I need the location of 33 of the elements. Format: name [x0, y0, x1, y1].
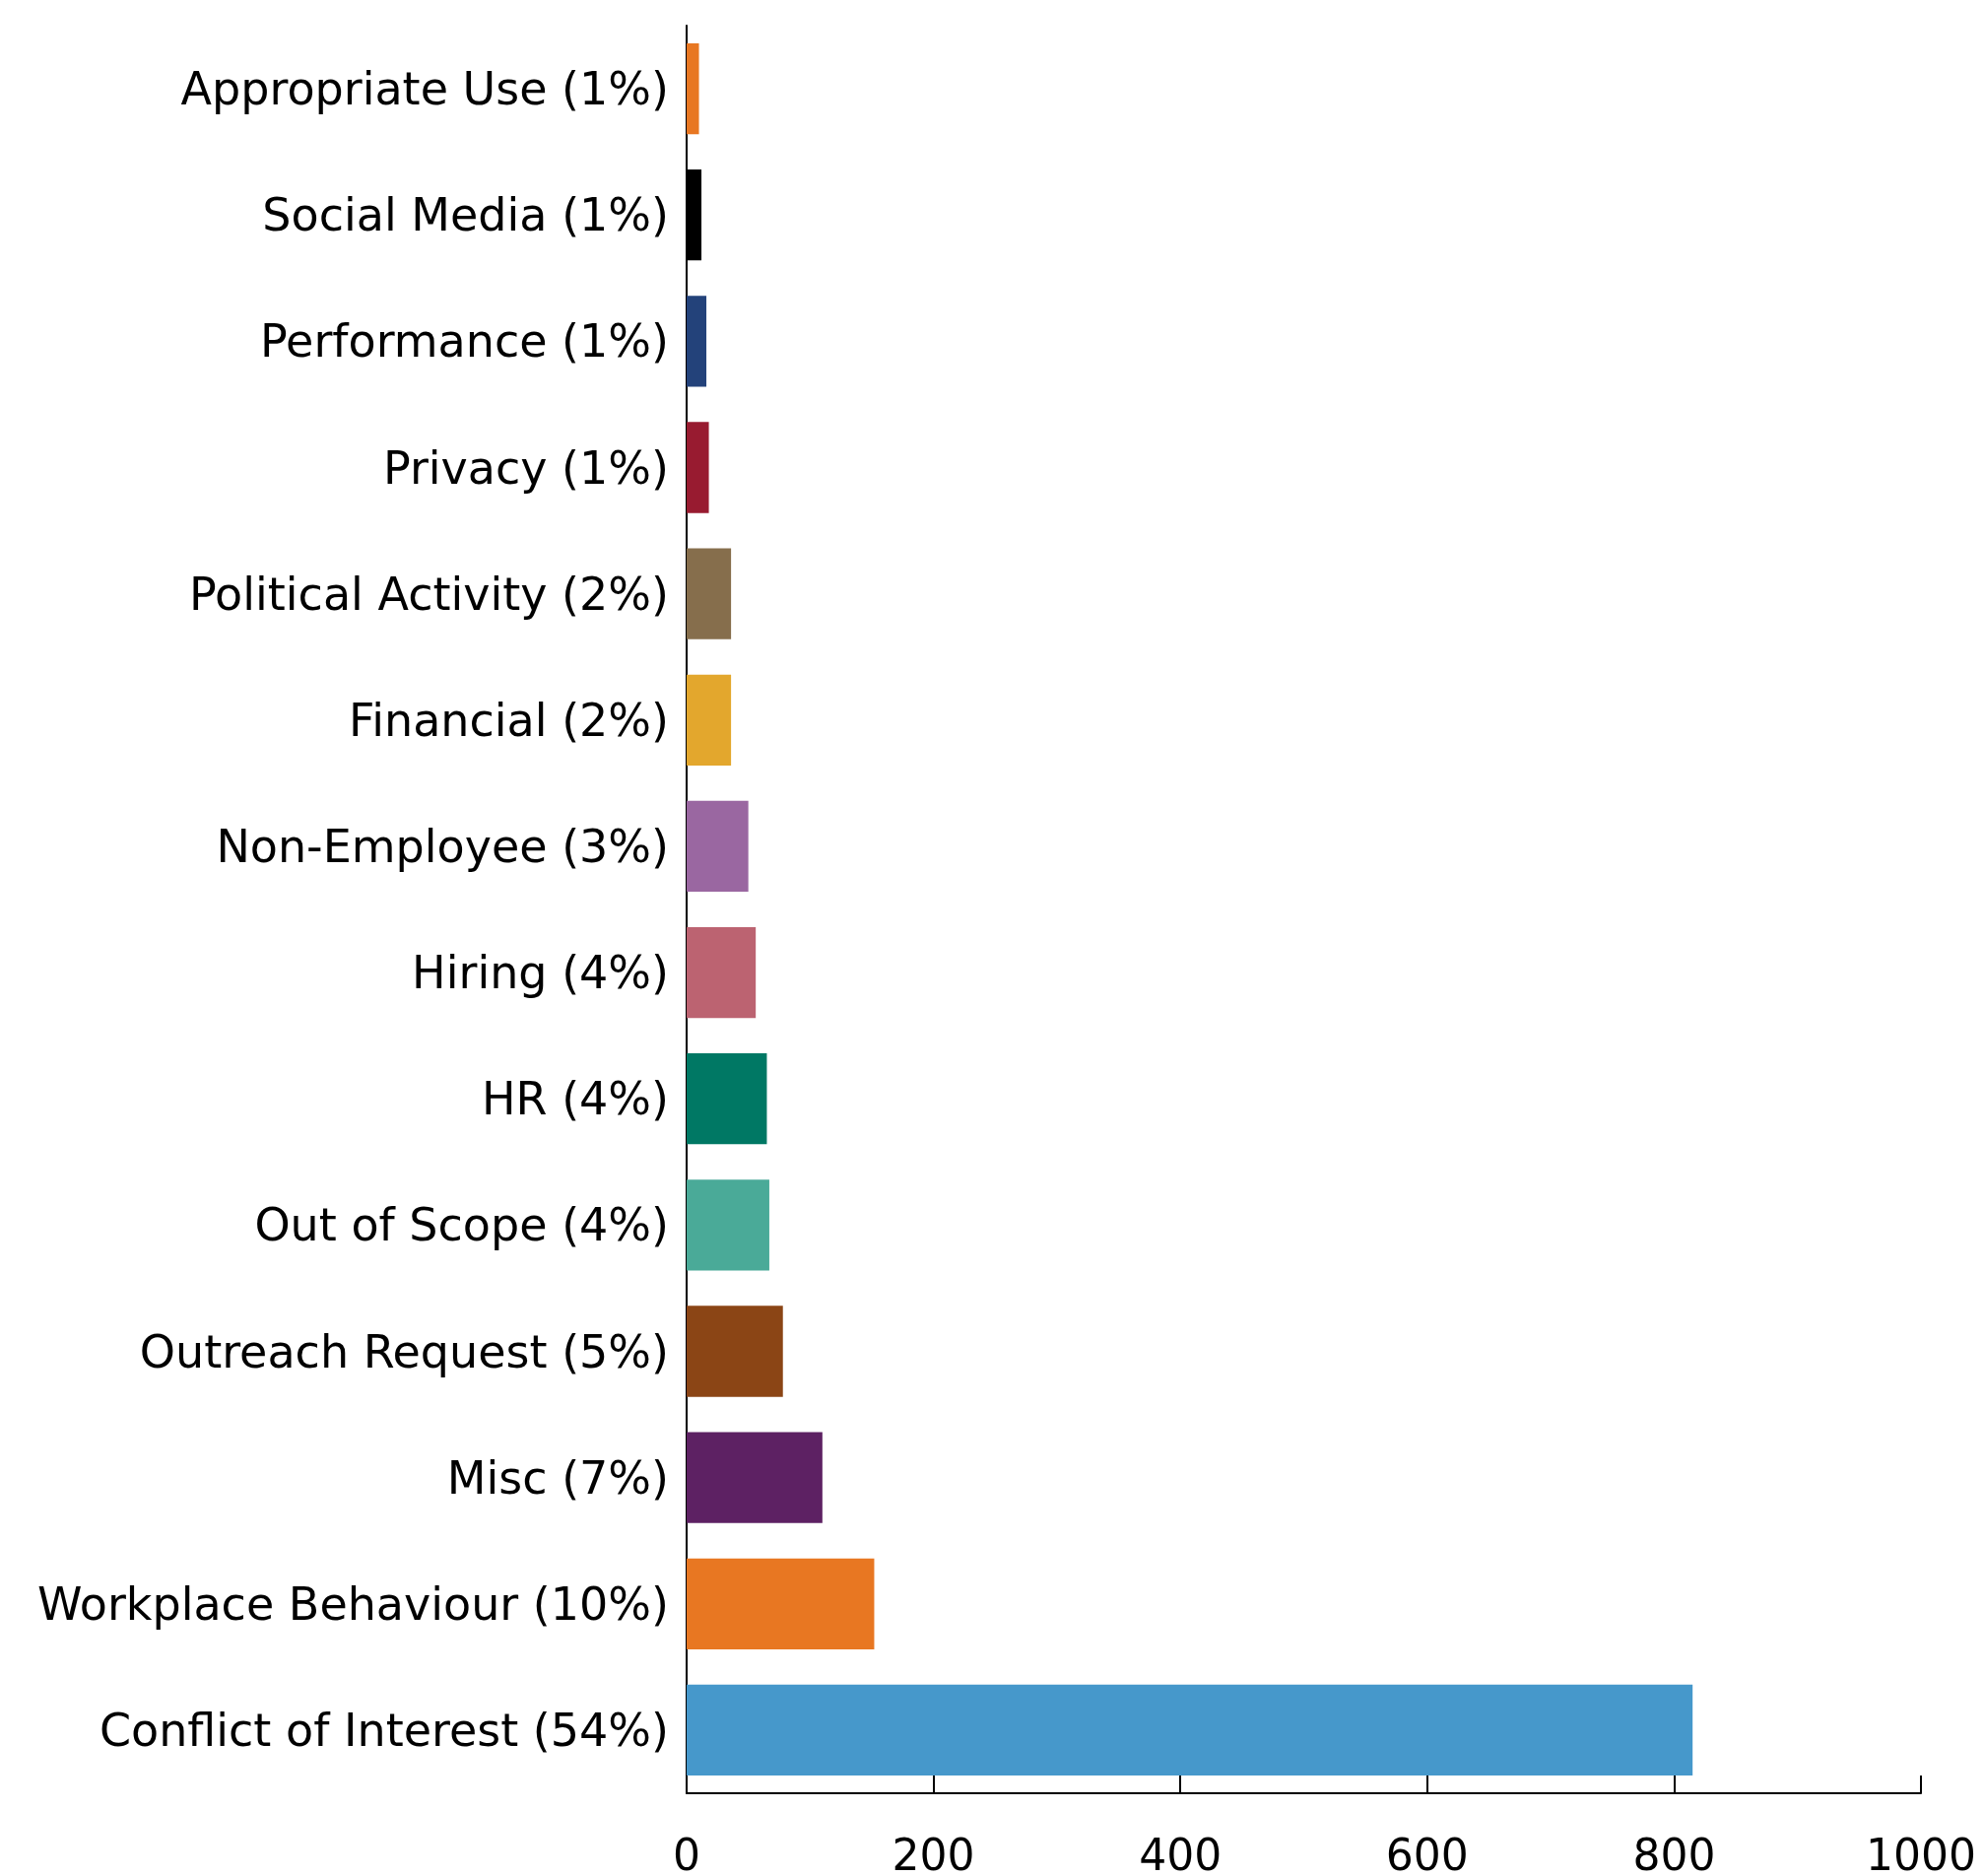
x-tick-label: 0 — [673, 1829, 700, 1876]
bar — [687, 1306, 783, 1397]
y-tick-label: Out of Scope (4%) — [254, 1198, 669, 1252]
bar — [687, 926, 757, 1019]
y-tick-label: Political Activity (2%) — [188, 567, 669, 621]
bar — [687, 1053, 767, 1145]
bar — [687, 1179, 769, 1271]
y-tick-label: Conflict of Interest (54%) — [99, 1703, 669, 1757]
bar — [687, 296, 707, 387]
x-tick-label: 600 — [1385, 1829, 1469, 1876]
y-tick-label: HR (4%) — [481, 1072, 669, 1126]
y-tick-label: Privacy (1%) — [382, 440, 669, 495]
x-tick-label: 400 — [1139, 1829, 1223, 1876]
bar — [687, 548, 732, 639]
bar — [687, 674, 732, 766]
y-tick-label: Misc (7%) — [446, 1450, 669, 1505]
y-tick-label: Hiring (4%) — [412, 946, 669, 1000]
y-tick-label: Financial (2%) — [349, 693, 669, 747]
y-tick-label: Workplace Behaviour (10%) — [36, 1576, 669, 1631]
bar — [687, 422, 709, 513]
y-tick-label: Appropriate Use (1%) — [180, 62, 669, 116]
bar — [687, 1684, 1693, 1776]
y-tick-label: Non-Employee (3%) — [216, 819, 669, 873]
bar — [687, 800, 749, 893]
y-tick-label: Performance (1%) — [260, 314, 669, 368]
y-tick-label: Social Media (1%) — [262, 188, 669, 242]
bar — [687, 1558, 875, 1649]
x-tick-label: 800 — [1632, 1829, 1716, 1876]
bar — [687, 1432, 823, 1523]
x-tick-label: 1000 — [1866, 1829, 1976, 1876]
y-tick-label: Outreach Request (5%) — [139, 1324, 669, 1378]
x-tick-label: 200 — [892, 1829, 975, 1876]
bar — [687, 42, 699, 135]
